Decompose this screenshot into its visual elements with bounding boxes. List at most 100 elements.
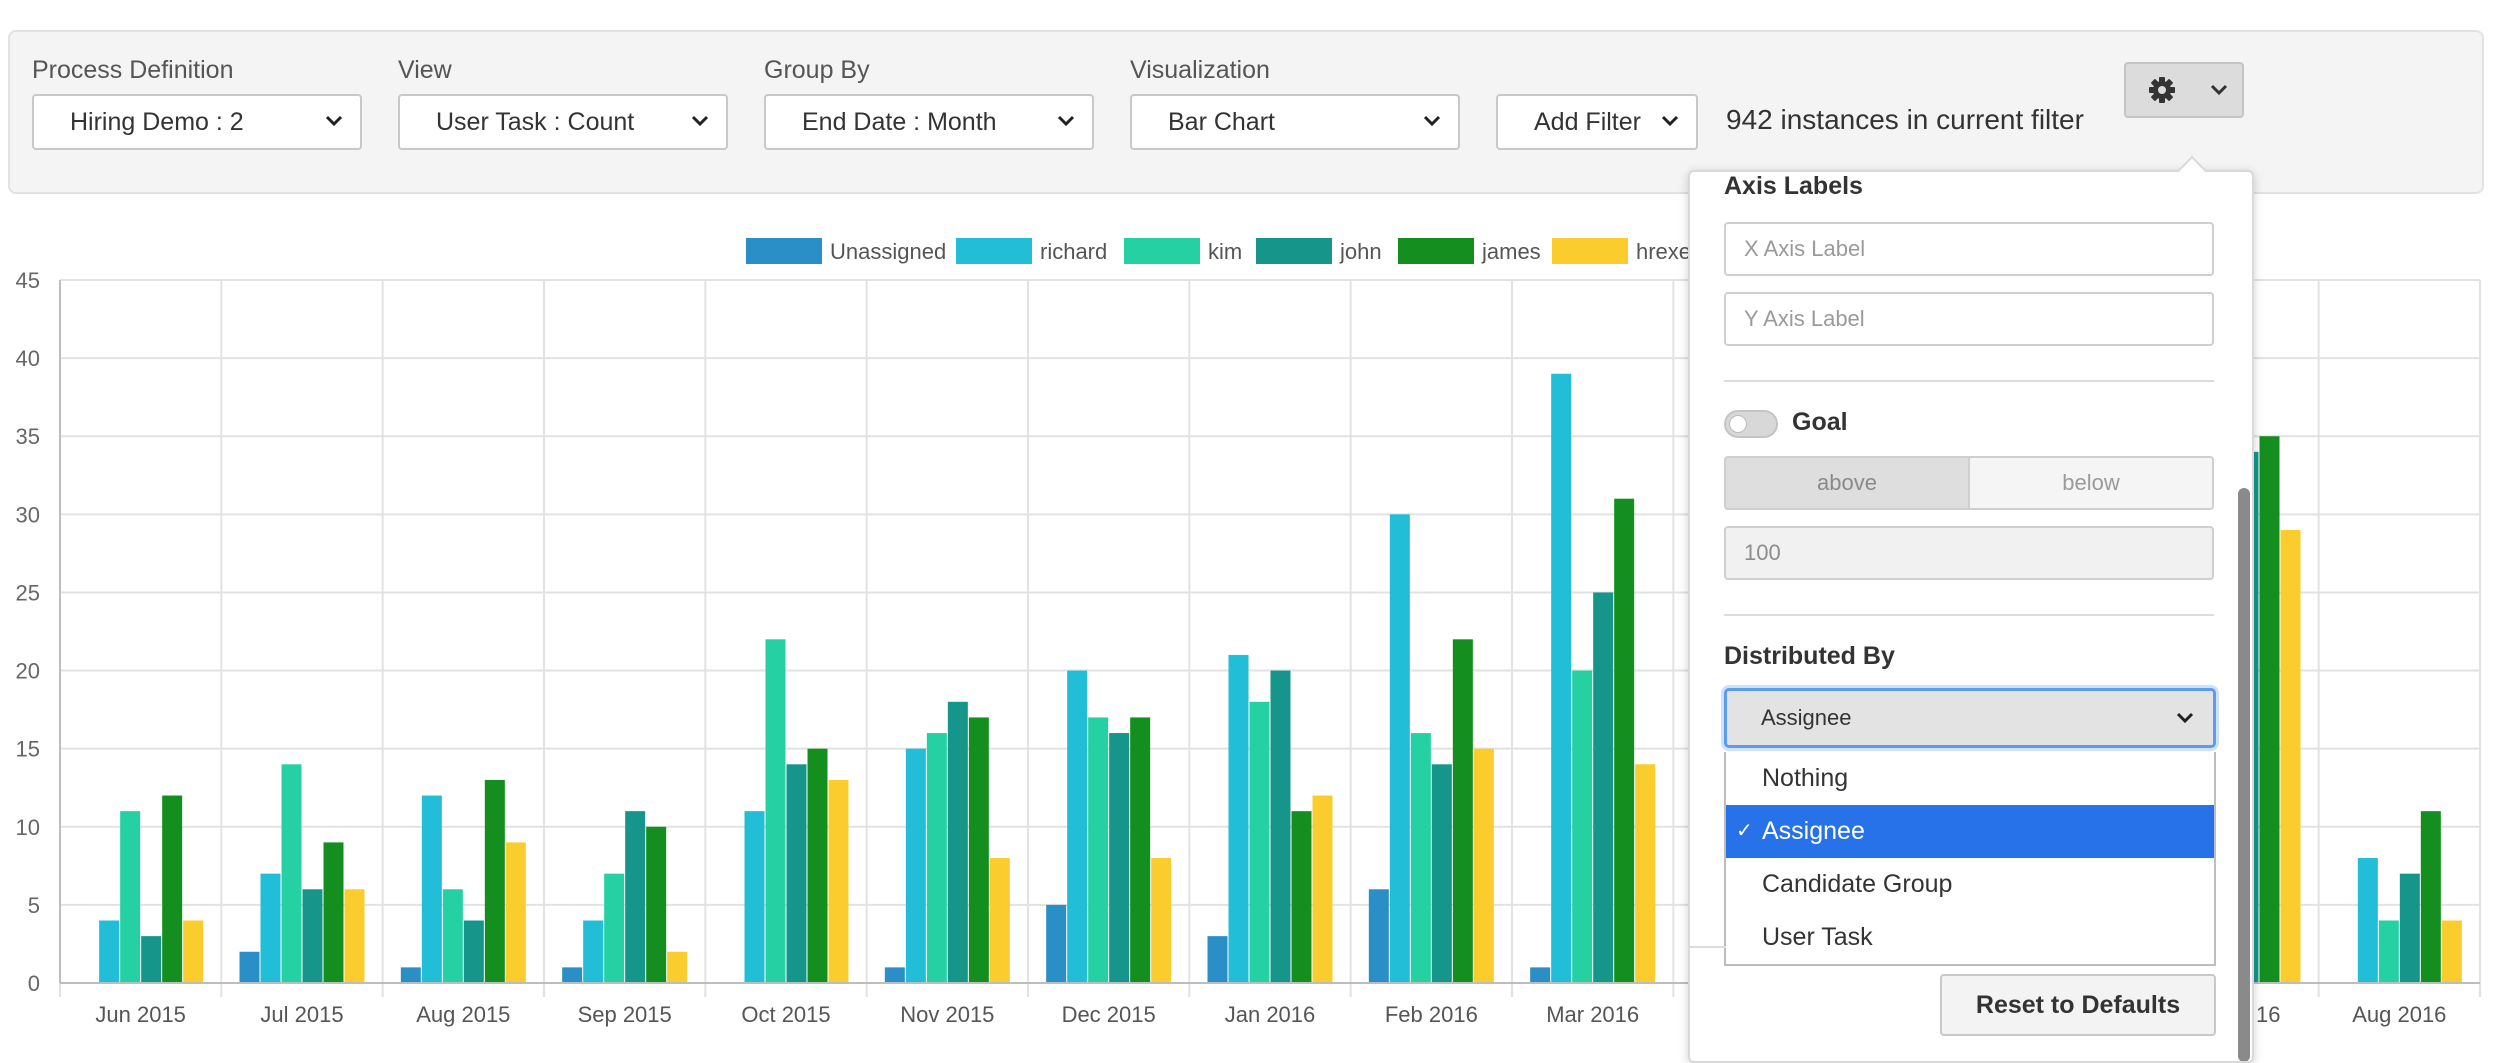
toggle-knob xyxy=(1729,415,1747,433)
bar-richard-7 xyxy=(1228,654,1249,983)
add-filter-button[interactable]: Add Filter xyxy=(1496,94,1698,150)
bar-kim-0 xyxy=(120,811,141,983)
legend-swatch-hrexe xyxy=(1552,238,1628,264)
y-tick-label: 15 xyxy=(16,737,40,762)
x-tick-label: Dec 2015 xyxy=(1062,1002,1156,1027)
configuration-popover: Axis Labels Goal above below Distributed… xyxy=(1688,170,2254,1063)
bar-hrexe-5 xyxy=(989,858,1010,983)
visualization-label: Visualization xyxy=(1130,56,1270,84)
bar-unassigned-9 xyxy=(1530,967,1551,983)
chevron-down-icon xyxy=(1057,115,1075,127)
bar-john-6 xyxy=(1109,733,1130,983)
x-tick-label: Aug 2015 xyxy=(416,1002,510,1027)
group-by-select[interactable]: End Date : Month xyxy=(764,94,1094,150)
bar-unassigned-8 xyxy=(1368,889,1389,983)
y-tick-label: 5 xyxy=(28,893,40,918)
chevron-down-icon xyxy=(1661,115,1679,127)
distributed-by-select[interactable]: Assignee xyxy=(1724,688,2216,748)
goal-toggle[interactable] xyxy=(1724,410,1778,438)
goal-above-button[interactable]: above xyxy=(1724,456,1970,510)
bar-james-6 xyxy=(1130,717,1151,983)
distributed-by-heading: Distributed By xyxy=(1724,642,1895,670)
report-control-panel: Process Definition Hiring Demo : 2 View … xyxy=(8,30,2484,194)
view-select[interactable]: User Task : Count xyxy=(398,94,728,150)
option-user-task[interactable]: User Task xyxy=(1762,923,1873,951)
chevron-down-icon xyxy=(2210,84,2228,96)
x-tick-label: Aug 2016 xyxy=(2352,1002,2446,1027)
bar-hrexe-6 xyxy=(1151,858,1172,983)
bar-hrexe-0 xyxy=(183,920,204,983)
bar-james-7 xyxy=(1291,811,1312,983)
y-tick-label: 40 xyxy=(16,346,40,371)
y-tick-label: 20 xyxy=(16,659,40,684)
x-axis-label-input[interactable] xyxy=(1724,222,2214,276)
option-assignee[interactable]: ✓ Assignee xyxy=(1726,805,2214,858)
reset-to-defaults-button[interactable]: Reset to Defaults xyxy=(1940,974,2216,1036)
popover-scrollbar[interactable] xyxy=(2238,488,2250,1061)
legend-label-john: john xyxy=(1339,239,1382,264)
process-definition-value: Hiring Demo : 2 xyxy=(70,108,244,136)
visualization-select[interactable]: Bar Chart xyxy=(1130,94,1460,150)
y-tick-label: 30 xyxy=(16,502,40,527)
bar-chart: 0 5 10 15 20 25 30 35 40 45 Jun 2015 Jul 2015 Aug 20… xyxy=(16,238,2481,1027)
checkmark-icon: ✓ xyxy=(1736,820,1753,842)
bar-kim-14 xyxy=(2378,920,2399,983)
option-nothing[interactable]: Nothing xyxy=(1762,764,1849,792)
bar-hrexe-7 xyxy=(1312,795,1333,983)
bar-richard-3 xyxy=(583,920,604,983)
view-label: View xyxy=(398,56,452,84)
bar-james-5 xyxy=(968,717,989,983)
group-by-label: Group By xyxy=(764,56,870,84)
bar-james-4 xyxy=(807,748,828,983)
gear-icon xyxy=(2149,77,2228,103)
bar-james-13 xyxy=(2259,436,2280,983)
x-tick-label: Nov 2015 xyxy=(900,1002,994,1027)
bar-john-7 xyxy=(1270,670,1291,983)
y-tick-label: 10 xyxy=(16,815,40,840)
bar-james-2 xyxy=(484,779,505,983)
process-definition-select[interactable]: Hiring Demo : 2 xyxy=(32,94,362,150)
legend-label-hrexe: hrexe xyxy=(1636,239,1691,264)
x-tick-label: Feb 2016 xyxy=(1385,1002,1478,1027)
process-definition-label: Process Definition xyxy=(32,56,234,84)
bar-richard-5 xyxy=(905,748,926,983)
y-axis-label-input[interactable] xyxy=(1724,292,2214,346)
bar-kim-3 xyxy=(604,873,625,983)
bar-john-1 xyxy=(302,889,323,983)
bar-john-3 xyxy=(625,811,646,983)
add-filter-label: Add Filter xyxy=(1534,108,1641,136)
scrollbar-thumb[interactable] xyxy=(2238,488,2250,1061)
configuration-button[interactable] xyxy=(2124,62,2244,118)
bar-unassigned-7 xyxy=(1207,936,1228,983)
x-tick-label: Jun 2015 xyxy=(95,1002,186,1027)
chevron-down-icon xyxy=(691,115,709,127)
bar-hrexe-2 xyxy=(505,842,526,983)
bar-richard-2 xyxy=(421,795,442,983)
bar-unassigned-1 xyxy=(239,951,260,983)
legend-label-unassigned: Unassigned xyxy=(830,239,946,264)
bar-kim-1 xyxy=(281,764,302,983)
option-candidate-group[interactable]: Candidate Group xyxy=(1762,870,1953,898)
legend-swatch-kim xyxy=(1124,238,1200,264)
bar-james-9 xyxy=(1614,498,1635,983)
bar-james-8 xyxy=(1452,639,1473,983)
goal-value-input[interactable] xyxy=(1724,526,2214,580)
bar-hrexe-4 xyxy=(828,779,849,983)
bar-unassigned-5 xyxy=(884,967,905,983)
legend-swatch-unassigned xyxy=(746,238,822,264)
chevron-down-icon xyxy=(2176,712,2194,724)
bar-hrexe-1 xyxy=(344,889,365,983)
divider xyxy=(1724,614,2214,616)
goal-below-button[interactable]: below xyxy=(1968,456,2214,510)
bar-hrexe-3 xyxy=(667,951,688,983)
x-tick-label: Sep 2015 xyxy=(578,1002,672,1027)
bar-john-5 xyxy=(947,701,968,983)
bar-john-9 xyxy=(1593,592,1614,983)
bar-kim-8 xyxy=(1410,733,1431,983)
instances-count: 942 instances in current filter xyxy=(1726,104,2084,135)
bar-kim-7 xyxy=(1249,701,1270,983)
bar-richard-9 xyxy=(1551,373,1572,983)
chart-bars xyxy=(99,373,2462,983)
bar-richard-1 xyxy=(260,873,281,983)
chart-axes: 0 5 10 15 20 25 30 35 40 45 Jun 2015 Jul 2015 Aug 20… xyxy=(16,268,2480,1027)
